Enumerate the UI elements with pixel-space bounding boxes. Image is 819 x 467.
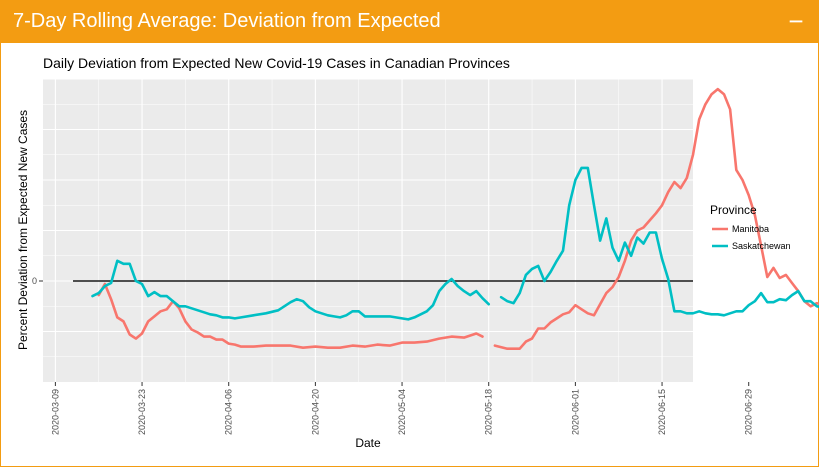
x-axis-label: Date <box>355 436 381 450</box>
legend-title: Province <box>710 203 757 217</box>
series-line-saskatchewan-segment-2 <box>499 166 819 317</box>
series-line-manitoba-segment-2 <box>493 87 819 350</box>
x-tick-label: 2020-04-20 <box>310 389 320 435</box>
y-axis-ticks: 0 <box>32 276 43 286</box>
series-group <box>91 87 819 350</box>
y-axis-label: Percent Deviation from Expected New Case… <box>16 110 30 350</box>
series-line-saskatchewan-segment-1 <box>91 259 490 321</box>
legend-label-saskatchewan: Saskatchewan <box>732 241 791 251</box>
x-tick-label: 2020-05-18 <box>484 389 494 435</box>
x-tick-label: 2020-06-15 <box>657 389 667 435</box>
chart-title: Daily Deviation from Expected New Covid-… <box>43 55 510 71</box>
x-tick-label: 2020-06-01 <box>570 389 580 435</box>
legend-label-manitoba: Manitoba <box>732 224 769 234</box>
x-tick-label: 2020-05-04 <box>397 389 407 435</box>
x-tick-label: 2020-04-06 <box>224 389 234 435</box>
grid-lines <box>43 78 693 382</box>
x-tick-label: 2020-03-23 <box>137 389 147 435</box>
panel-header: 7-Day Rolling Average: Deviation from Ex… <box>1 1 818 43</box>
legend: Province Manitoba Saskatchewan <box>710 203 791 251</box>
x-tick-label: 2020-06-29 <box>744 389 754 435</box>
x-tick-label: 2020-03-09 <box>50 389 60 435</box>
x-axis-ticks: 2020-03-09 2020-03-23 2020-04-06 2020-04-20… <box>50 382 754 435</box>
panel-title: 7-Day Rolling Average: Deviation from Ex… <box>13 10 441 32</box>
y-tick-label: 0 <box>32 276 37 286</box>
series-line-manitoba-segment-1 <box>97 282 484 349</box>
minus-icon[interactable]: − <box>788 6 804 36</box>
